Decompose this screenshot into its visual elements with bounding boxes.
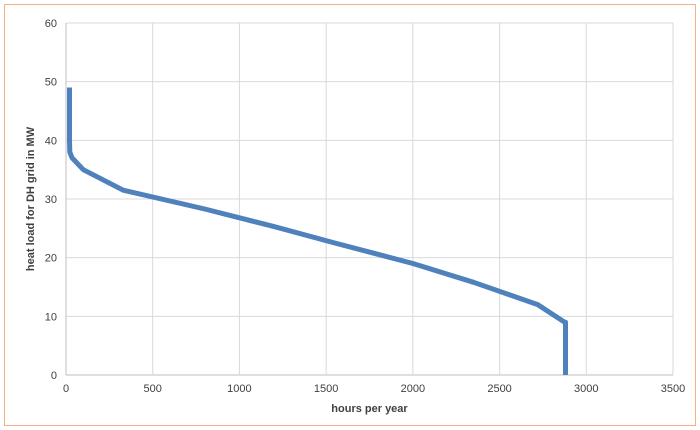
chart-frame — [4, 4, 696, 426]
x-tick-label: 2000 — [401, 383, 425, 395]
y-tick-label: 60 — [45, 18, 57, 30]
y-tick-label: 30 — [45, 194, 57, 206]
y-tick-label: 50 — [45, 77, 57, 89]
x-tick-label: 3500 — [661, 383, 685, 395]
series-layer — [67, 87, 568, 375]
y-tick-label: 10 — [45, 311, 57, 323]
y-tick-labels: 0 10 20 30 40 50 60 — [45, 18, 57, 382]
y-axis-title: heat load for DH grid in MW — [25, 126, 37, 271]
x-tick-label: 1500 — [314, 383, 338, 395]
gridlines — [65, 22, 674, 376]
x-tick-label: 500 — [144, 383, 162, 395]
x-axis-title: hours per year — [331, 403, 408, 415]
x-tick-labels: 0 500 1000 1500 2000 2500 3000 3500 — [63, 383, 685, 395]
x-tick-label: 0 — [63, 383, 69, 395]
x-tick-label: 3000 — [574, 383, 598, 395]
y-tick-label: 40 — [45, 135, 57, 147]
x-tick-label: 1000 — [227, 383, 251, 395]
y-tick-label: 0 — [51, 370, 57, 382]
y-tick-label: 20 — [45, 253, 57, 265]
x-tick-label: 2500 — [487, 383, 511, 395]
series-line — [67, 87, 568, 375]
